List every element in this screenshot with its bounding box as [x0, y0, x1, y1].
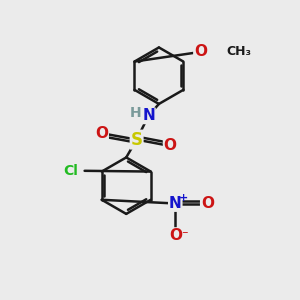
Text: N: N — [169, 196, 182, 211]
Text: H: H — [130, 106, 142, 120]
Text: O: O — [95, 126, 108, 141]
Text: S: S — [130, 130, 142, 148]
Text: O: O — [164, 138, 177, 153]
Text: +: + — [179, 193, 188, 203]
Text: ⁻: ⁻ — [181, 229, 188, 242]
Text: O: O — [194, 44, 207, 59]
Text: O: O — [201, 196, 214, 211]
Text: O: O — [169, 228, 182, 243]
Text: CH₃: CH₃ — [227, 45, 252, 58]
Text: N: N — [142, 108, 155, 123]
Text: Cl: Cl — [63, 164, 78, 178]
